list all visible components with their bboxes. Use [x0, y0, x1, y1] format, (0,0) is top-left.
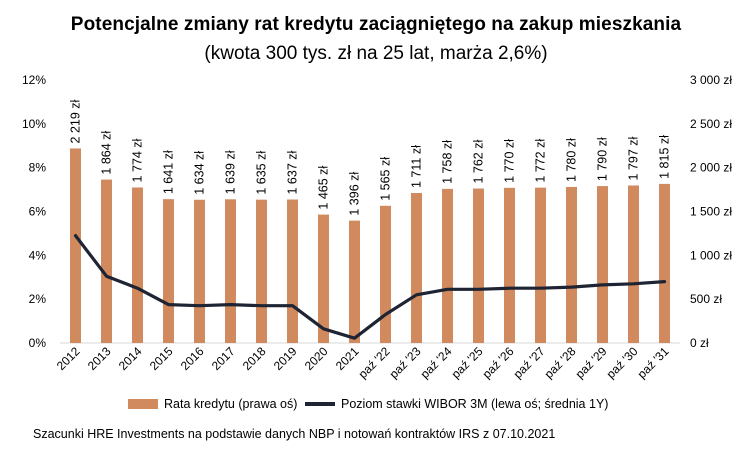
x-axis-category-label: paź '30	[604, 344, 641, 381]
bar	[287, 199, 298, 343]
right-axis-tick-label: 0 zł	[690, 336, 709, 350]
bar	[101, 179, 112, 343]
bar-data-label: 1 790 zł	[596, 137, 610, 181]
bar-data-label: 1 780 zł	[565, 138, 579, 182]
bar	[163, 199, 174, 343]
bar	[504, 187, 515, 343]
bar	[628, 185, 639, 343]
x-axis-category-label: 2012	[54, 344, 83, 373]
x-axis-category-label: 2015	[147, 344, 176, 373]
left-axis-tick-label: 4%	[29, 248, 47, 262]
x-axis-category-label: 2018	[240, 344, 269, 373]
x-axis-category-label: 2013	[85, 344, 114, 373]
bar-data-label: 1 770 zł	[503, 139, 517, 183]
left-axis-tick-label: 0%	[29, 336, 47, 350]
x-axis-category-label: paź '31	[635, 344, 672, 381]
wibor-line	[73, 234, 667, 340]
right-axis-tick-label: 500 zł	[690, 292, 722, 306]
bar-data-label: 1 635 zł	[255, 151, 269, 195]
x-axis-category-label: 2014	[116, 344, 145, 373]
bar	[256, 199, 267, 343]
bar	[318, 214, 329, 343]
x-axis-category-label: paź '23	[387, 344, 424, 381]
right-axis-tick-label: 3 000 zł	[690, 73, 732, 87]
bar	[442, 188, 453, 343]
x-axis-category-label: 2019	[271, 344, 300, 373]
legend-line-entry: Poziom stawki WIBOR 3M (lewa oś; średnia…	[305, 397, 608, 411]
bar-data-label: 1 465 zł	[317, 166, 331, 210]
right-axis-tick-label: 2 500 zł	[690, 117, 732, 131]
bar-data-label: 1 634 zł	[193, 151, 207, 195]
legend-line-label: Poziom stawki WIBOR 3M (lewa oś; średnia…	[341, 397, 609, 411]
bar-data-label: 1 864 zł	[100, 131, 114, 175]
bar	[380, 205, 391, 343]
x-axis-category-label: 2020	[302, 344, 331, 373]
bar-data-label: 1 797 zł	[627, 136, 641, 180]
x-axis-category-label: paź '25	[449, 344, 486, 381]
right-axis-tick-label: 2 000 zł	[690, 161, 732, 175]
legend-bar-swatch	[128, 399, 158, 409]
bar-data-label: 1 772 zł	[534, 139, 548, 183]
bar-data-label: 1 396 zł	[348, 172, 362, 216]
left-axis-tick-label: 10%	[22, 117, 46, 131]
x-axis-category-label: paź '28	[542, 344, 579, 381]
bar-data-label: 1 774 zł	[131, 138, 145, 182]
left-axis-tick-label: 6%	[29, 205, 47, 219]
bar	[411, 193, 422, 343]
right-axis-tick-label: 1 500 zł	[690, 205, 732, 219]
bar	[132, 187, 143, 343]
bar-data-label: 1 815 zł	[658, 135, 672, 179]
chart-title: Potencjalne zmiany rat kredytu zaciągnię…	[70, 14, 682, 35]
x-axis-category-label: paź '26	[480, 344, 517, 381]
bar	[473, 188, 484, 343]
left-axis-tick-label: 8%	[29, 161, 47, 175]
bar-data-label: 1 637 zł	[286, 150, 300, 194]
bar-data-label: 1 641 zł	[161, 150, 175, 194]
bar	[659, 183, 670, 343]
x-axis-category-label: 2016	[178, 344, 207, 373]
bar	[349, 220, 360, 343]
right-axis-tick-label: 1 000 zł	[690, 248, 732, 262]
x-axis-category-label: paź '24	[418, 344, 455, 381]
x-axis-category-label: paź '29	[573, 344, 610, 381]
bar-data-label: 2 219 zł	[69, 99, 83, 143]
legend-bar-entry: Rata kredytu (prawa oś)	[128, 397, 297, 411]
bar-data-label: 1 762 zł	[472, 140, 486, 184]
x-axis-category-label: paź '22	[356, 344, 393, 381]
left-axis-tick-label: 12%	[22, 73, 46, 87]
bar	[194, 199, 205, 343]
bar	[566, 186, 577, 343]
x-axis-category-label: 2017	[209, 344, 238, 373]
bar-data-label: 1 639 zł	[224, 150, 238, 194]
x-axis-category-label: paź '27	[511, 344, 548, 381]
bar-data-label: 1 758 zł	[441, 140, 455, 184]
bar	[535, 187, 546, 343]
bar-data-label: 1 711 zł	[410, 145, 424, 188]
legend-bar-label: Rata kredytu (prawa oś)	[164, 397, 298, 411]
bar	[225, 199, 236, 343]
chart-subtitle: (kwota 300 tys. zł na 25 lat, marża 2,6%…	[204, 43, 548, 64]
bar	[597, 186, 608, 343]
bar-data-label: 1 565 zł	[379, 157, 393, 201]
bar	[70, 148, 81, 343]
left-axis-tick-label: 2%	[29, 292, 47, 306]
source-note: Szacunki HRE Investments na podstawie da…	[33, 427, 556, 441]
legend-line-swatch	[305, 402, 335, 406]
